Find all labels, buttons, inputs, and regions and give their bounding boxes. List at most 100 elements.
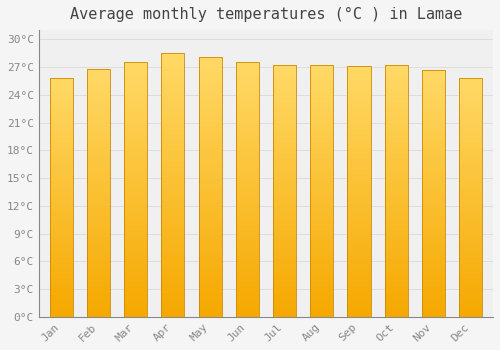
Bar	[162, 53, 184, 317]
Bar	[348, 156, 370, 159]
Bar	[50, 205, 72, 207]
Bar	[384, 186, 408, 189]
Bar	[310, 279, 334, 282]
Bar	[459, 298, 482, 300]
Bar	[384, 314, 408, 317]
Bar	[384, 276, 408, 279]
Bar	[236, 103, 259, 106]
Bar	[384, 241, 408, 244]
Bar	[124, 248, 147, 251]
Bar	[422, 265, 445, 267]
Bar	[50, 155, 72, 157]
Bar	[162, 290, 184, 293]
Bar	[236, 243, 259, 246]
Bar	[198, 314, 222, 317]
Bar	[384, 257, 408, 259]
Bar	[310, 138, 334, 141]
Bar	[348, 179, 370, 181]
Bar	[310, 88, 334, 90]
Bar	[384, 116, 408, 118]
Bar	[198, 60, 222, 62]
Bar	[384, 204, 408, 206]
Bar	[273, 158, 296, 161]
Bar	[198, 247, 222, 249]
Bar	[87, 156, 110, 158]
Bar	[124, 243, 147, 246]
Bar	[236, 121, 259, 124]
Bar	[50, 147, 72, 150]
Bar	[124, 180, 147, 182]
Bar	[50, 112, 72, 114]
Bar	[384, 131, 408, 133]
Bar	[236, 261, 259, 264]
Bar	[273, 181, 296, 183]
Bar	[162, 180, 184, 182]
Bar	[87, 218, 110, 220]
Bar	[273, 88, 296, 90]
Bar	[50, 181, 72, 183]
Bar	[87, 86, 110, 89]
Bar	[422, 112, 445, 114]
Bar	[198, 57, 222, 60]
Bar	[50, 312, 72, 314]
Bar	[459, 100, 482, 102]
Bar	[348, 124, 370, 126]
Bar	[162, 190, 184, 193]
Bar	[236, 131, 259, 134]
Bar	[273, 309, 296, 312]
Bar	[310, 214, 334, 216]
Bar	[198, 202, 222, 205]
Bar	[422, 99, 445, 102]
Bar	[162, 169, 184, 172]
Bar	[384, 231, 408, 234]
Bar	[348, 181, 370, 184]
Bar	[162, 159, 184, 161]
Bar	[50, 272, 72, 274]
Bar	[124, 93, 147, 96]
Bar	[87, 71, 110, 74]
Bar	[384, 151, 408, 153]
Bar	[384, 266, 408, 269]
Bar	[198, 101, 222, 104]
Bar	[124, 88, 147, 90]
Bar	[310, 146, 334, 148]
Bar	[459, 102, 482, 104]
Bar	[236, 205, 259, 208]
Bar	[198, 80, 222, 83]
Bar	[236, 268, 259, 271]
Bar	[273, 151, 296, 153]
Bar	[124, 279, 147, 281]
Bar	[459, 245, 482, 247]
Bar	[273, 287, 296, 289]
Bar	[348, 172, 370, 174]
Bar	[198, 309, 222, 312]
Bar	[422, 122, 445, 124]
Bar	[459, 178, 482, 181]
Bar	[384, 206, 408, 209]
Bar	[50, 314, 72, 317]
Bar	[124, 271, 147, 274]
Bar	[236, 200, 259, 202]
Bar	[87, 200, 110, 203]
Bar	[87, 208, 110, 210]
Bar	[162, 282, 184, 285]
Bar	[236, 68, 259, 70]
Bar	[348, 202, 370, 204]
Bar	[162, 135, 184, 138]
Bar	[162, 238, 184, 240]
Bar	[50, 188, 72, 190]
Bar	[162, 240, 184, 243]
Bar	[459, 217, 482, 219]
Bar	[50, 217, 72, 219]
Bar	[50, 243, 72, 245]
Bar	[50, 286, 72, 288]
Bar	[384, 224, 408, 226]
Bar	[50, 200, 72, 202]
Bar	[162, 101, 184, 103]
Bar	[124, 218, 147, 220]
Bar	[50, 102, 72, 104]
Bar	[348, 257, 370, 259]
Bar	[198, 104, 222, 106]
Bar	[87, 94, 110, 96]
Bar	[348, 294, 370, 297]
